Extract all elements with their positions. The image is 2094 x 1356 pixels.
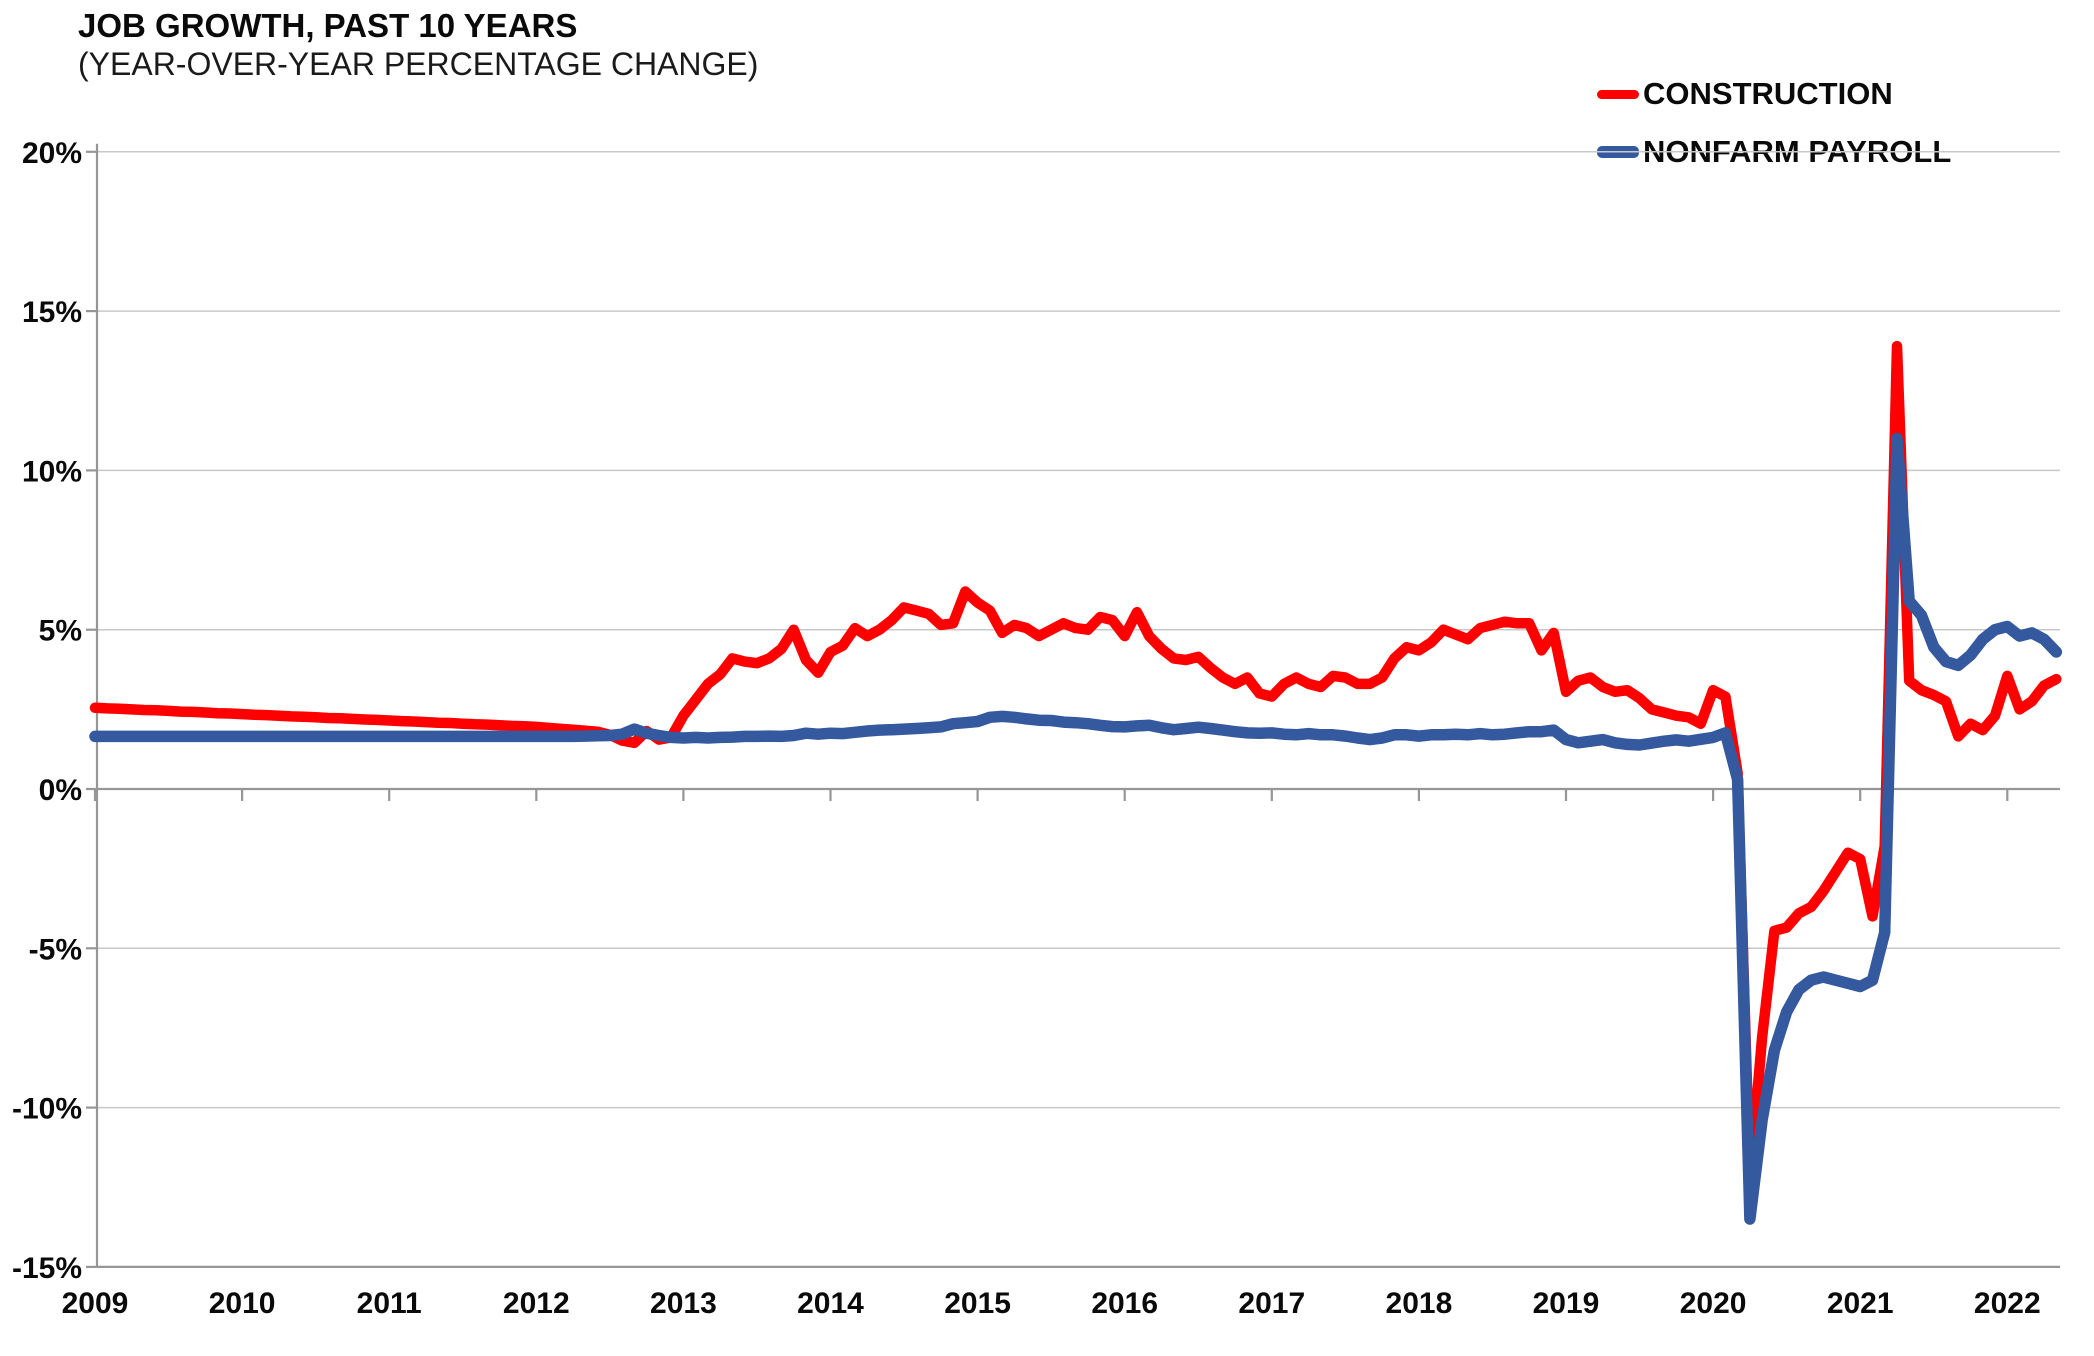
x-axis-label-2013: 2013 xyxy=(650,1287,717,1320)
y-axis-label-15%: 15% xyxy=(22,296,82,329)
x-axis-label-2012: 2012 xyxy=(503,1287,570,1320)
x-axis-label-2011: 2011 xyxy=(357,1287,422,1320)
x-axis-label-2014: 2014 xyxy=(797,1287,864,1320)
chart-subtitle: (YEAR-OVER-YEAR PERCENTAGE CHANGE) xyxy=(78,46,759,83)
y-axis-label-0%: 0% xyxy=(39,774,82,807)
title-block: JOB GROWTH, PAST 10 YEARS (YEAR-OVER-YEA… xyxy=(78,7,759,84)
x-axis-label-2016: 2016 xyxy=(1091,1287,1158,1320)
chart-title: JOB GROWTH, PAST 10 YEARS xyxy=(78,7,578,44)
x-axis-label-2017: 2017 xyxy=(1238,1287,1305,1320)
x-axis-label-2020: 2020 xyxy=(1680,1287,1747,1320)
x-axis-label-2015: 2015 xyxy=(944,1287,1011,1320)
y-axis-label-5%: 5% xyxy=(39,615,82,648)
x-axis-label-2009: 2009 xyxy=(62,1287,129,1320)
x-axis-labels: 2009 2010 2011 2012 2013 2014 2015 2016 2017 2018… xyxy=(62,1287,2041,1320)
y-axis-label--10%: -10% xyxy=(12,1093,82,1126)
x-axis-label-2018: 2018 xyxy=(1386,1287,1453,1320)
legend-item-construction: CONSTRUCTION xyxy=(1597,76,1893,112)
x-axis-label-2019: 2019 xyxy=(1533,1287,1600,1320)
x-axis-ticks xyxy=(93,789,2009,801)
y-axis-label--5%: -5% xyxy=(29,933,82,966)
legend-label: CONSTRUCTION xyxy=(1643,76,1893,111)
construction-swatch xyxy=(1597,89,1639,99)
nonfarm-payroll-line xyxy=(89,432,2063,1225)
x-axis-label-2010: 2010 xyxy=(209,1287,276,1320)
y-axis-label-20%: 20% xyxy=(22,137,82,170)
x-axis-label-2021: 2021 xyxy=(1827,1287,1894,1320)
y-axis-labels: 20% 15% 10% 5% 0% -5% -10% -15% xyxy=(12,137,82,1285)
x-axis-label-2022: 2022 xyxy=(1974,1287,2041,1320)
y-axis-label--15%: -15% xyxy=(12,1252,82,1285)
construction-line xyxy=(89,340,2062,1187)
y-axis-label-10%: 10% xyxy=(22,455,82,488)
